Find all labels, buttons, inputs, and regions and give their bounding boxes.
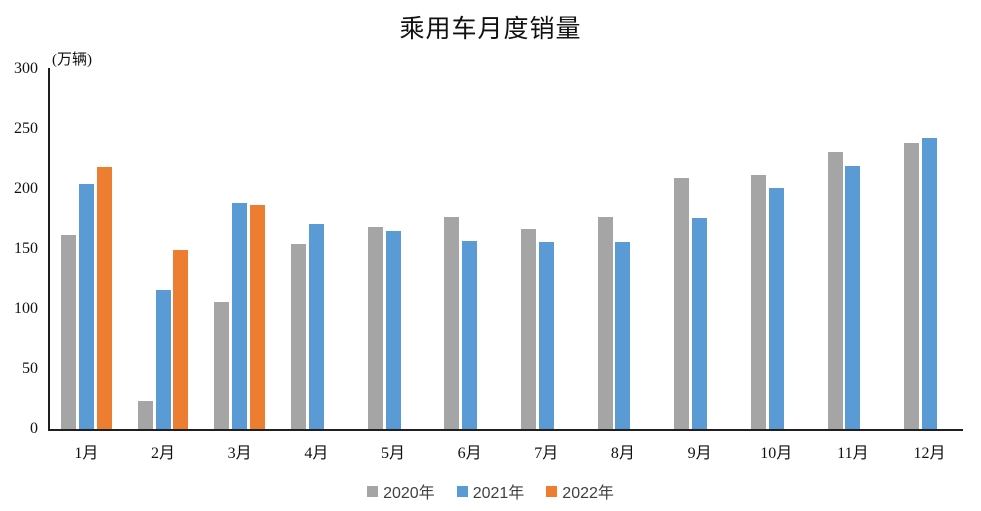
bar-2020年-2月 <box>137 401 153 429</box>
bar-2021年-11月 <box>845 165 861 429</box>
x-axis-label-2月: 2月 <box>151 445 176 462</box>
bar-2021年-9月 <box>692 218 708 429</box>
legend-item-2022年: 2022年 <box>546 479 614 503</box>
bar-2021年-8月 <box>615 242 631 429</box>
bar-2020年-8月 <box>597 217 613 429</box>
bar-2021年-2月 <box>155 290 171 429</box>
bar-2020年-5月 <box>367 227 383 429</box>
bar-2021年-1月 <box>78 183 94 429</box>
chart-title: 乘用车月度销量 <box>399 16 582 43</box>
x-axis-label-8月: 8月 <box>610 445 635 462</box>
x-axis-label-10月: 10月 <box>760 445 793 462</box>
legend-swatch-icon <box>456 485 468 497</box>
x-axis-label-7月: 7月 <box>534 445 559 462</box>
y-axis-tick-label: 50 <box>22 360 38 377</box>
x-axis-label-1月: 1月 <box>74 445 99 462</box>
bar-2021年-5月 <box>385 231 401 429</box>
y-axis-tick-label: 300 <box>14 60 38 77</box>
y-axis-line <box>48 68 50 430</box>
bar-2020年-1月 <box>61 235 76 429</box>
legend-label: 2021年 <box>472 485 525 502</box>
y-axis-tick-label: 200 <box>14 180 38 197</box>
x-axis-label-6月: 6月 <box>457 445 482 462</box>
bar-2021年-7月 <box>538 242 554 429</box>
legend-item-2021年: 2021年 <box>456 479 525 503</box>
bar-2020年-9月 <box>674 178 690 429</box>
bar-2021年-4月 <box>308 224 324 429</box>
bar-2021年-6月 <box>462 240 478 429</box>
bar-2020年-11月 <box>827 152 843 429</box>
bar-2022年-2月 <box>173 250 189 429</box>
bar-2020年-10月 <box>750 175 766 429</box>
bar-2020年-4月 <box>290 244 306 429</box>
x-axis-line <box>48 429 963 431</box>
legend-item-2020年: 2020年 <box>367 479 435 503</box>
x-axis-label-4月: 4月 <box>304 445 329 462</box>
y-axis-tick-label: 100 <box>14 300 38 317</box>
bar-2022年-3月 <box>250 204 266 429</box>
bar-2021年-3月 <box>232 203 248 429</box>
bar-2020年-3月 <box>214 302 230 429</box>
x-axis-label-11月: 11月 <box>837 445 869 462</box>
bar-2022年-1月 <box>96 166 112 429</box>
x-axis-label-3月: 3月 <box>227 445 252 462</box>
bar-2021年-12月 <box>922 138 938 429</box>
legend-swatch-icon <box>546 485 558 497</box>
y-axis-tick-label: 250 <box>14 120 38 137</box>
legend: 2020年 2021年 2022年 <box>0 479 981 503</box>
y-axis-tick-label: 150 <box>14 240 38 257</box>
legend-label: 2020年 <box>383 485 435 502</box>
x-axis-label-12月: 12月 <box>913 445 946 462</box>
bar-2020年-7月 <box>520 228 536 429</box>
bar-2020年-12月 <box>904 142 920 429</box>
legend-swatch-icon <box>367 485 379 497</box>
y-axis-tick-label: 0 <box>30 420 38 437</box>
x-axis-label-5月: 5月 <box>380 445 405 462</box>
bar-2021年-10月 <box>768 187 784 429</box>
bar-2020年-6月 <box>444 216 460 429</box>
y-axis-unit-label: (万辆) <box>52 52 92 68</box>
legend-label: 2022年 <box>562 485 614 502</box>
x-axis-label-9月: 9月 <box>687 445 712 462</box>
